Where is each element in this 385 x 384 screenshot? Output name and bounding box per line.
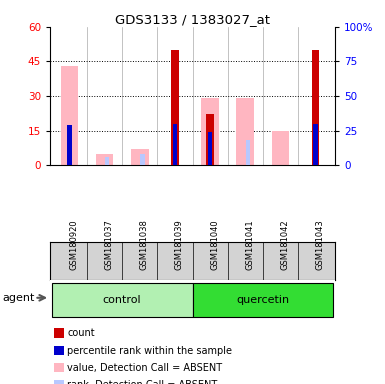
- Text: GSM181042: GSM181042: [280, 220, 290, 270]
- Bar: [173, 124, 177, 165]
- Text: GSM181041: GSM181041: [245, 220, 254, 270]
- Bar: [67, 125, 72, 165]
- Text: rank, Detection Call = ABSENT: rank, Detection Call = ABSENT: [67, 380, 218, 384]
- Text: GSM181043: GSM181043: [316, 220, 325, 270]
- Bar: [60, 66, 78, 165]
- Text: count: count: [67, 328, 95, 338]
- Bar: [236, 98, 254, 165]
- Bar: [96, 154, 113, 165]
- Bar: [313, 124, 318, 165]
- Text: percentile rank within the sample: percentile rank within the sample: [67, 346, 233, 356]
- Title: GDS3133 / 1383027_at: GDS3133 / 1383027_at: [115, 13, 270, 26]
- Bar: [192, 283, 333, 317]
- Bar: [105, 157, 109, 165]
- Bar: [272, 131, 289, 165]
- Text: agent: agent: [2, 293, 34, 303]
- Bar: [52, 283, 192, 317]
- Bar: [206, 114, 214, 165]
- Text: control: control: [103, 295, 141, 305]
- Text: GSM181038: GSM181038: [140, 220, 149, 270]
- Text: GSM181037: GSM181037: [105, 220, 114, 270]
- Bar: [246, 140, 250, 165]
- Bar: [208, 132, 212, 165]
- Text: GSM181040: GSM181040: [210, 220, 219, 270]
- Bar: [141, 154, 145, 165]
- Bar: [201, 98, 219, 165]
- Text: GSM181039: GSM181039: [175, 220, 184, 270]
- Bar: [131, 149, 149, 165]
- Bar: [312, 50, 320, 165]
- Text: value, Detection Call = ABSENT: value, Detection Call = ABSENT: [67, 363, 223, 373]
- Text: GSM180920: GSM180920: [69, 220, 79, 270]
- Text: quercetin: quercetin: [236, 295, 290, 305]
- Bar: [171, 50, 179, 165]
